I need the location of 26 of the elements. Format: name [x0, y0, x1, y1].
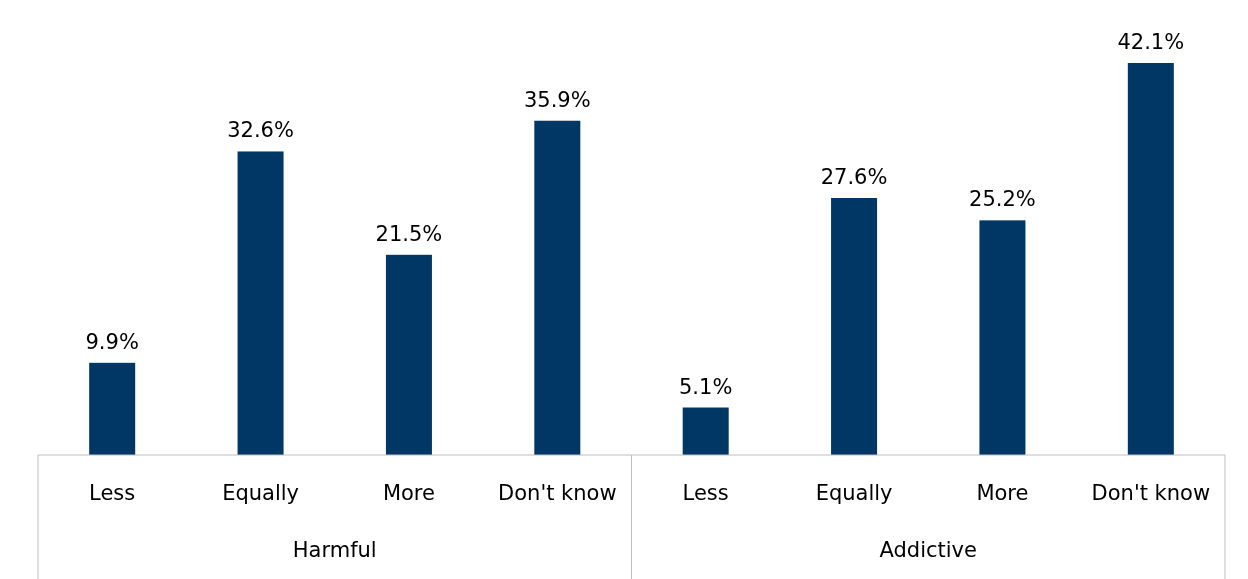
bar	[979, 220, 1026, 455]
x-tick-label: Don't know	[498, 481, 617, 505]
data-label: 25.2%	[969, 187, 1036, 212]
x-tick-label: Equally	[815, 481, 893, 505]
data-label: 32.6%	[227, 118, 294, 143]
data-label: 9.9%	[85, 329, 139, 354]
bar	[831, 198, 878, 455]
bar	[89, 362, 136, 455]
data-label: 5.1%	[679, 374, 733, 399]
x-tick-label: More	[382, 481, 435, 505]
bar	[1127, 63, 1174, 455]
bar	[534, 120, 581, 455]
x-tick-label: Don't know	[1091, 481, 1211, 505]
x-tick-label: Less	[682, 481, 729, 505]
x-tick-label: Less	[89, 481, 136, 505]
text: Addictive	[879, 538, 977, 562]
data-label: 35.9%	[523, 87, 591, 112]
text: Harmful	[292, 538, 377, 562]
bar	[237, 151, 284, 455]
data-label: 27.6%	[820, 165, 888, 190]
data-label: 21.5%	[375, 221, 443, 246]
bar	[682, 407, 729, 455]
x-tick-label: Equally	[222, 481, 299, 505]
bar	[385, 254, 432, 455]
data-label: 42.1%	[1117, 30, 1185, 54]
x-tick-label: More	[976, 481, 1029, 505]
